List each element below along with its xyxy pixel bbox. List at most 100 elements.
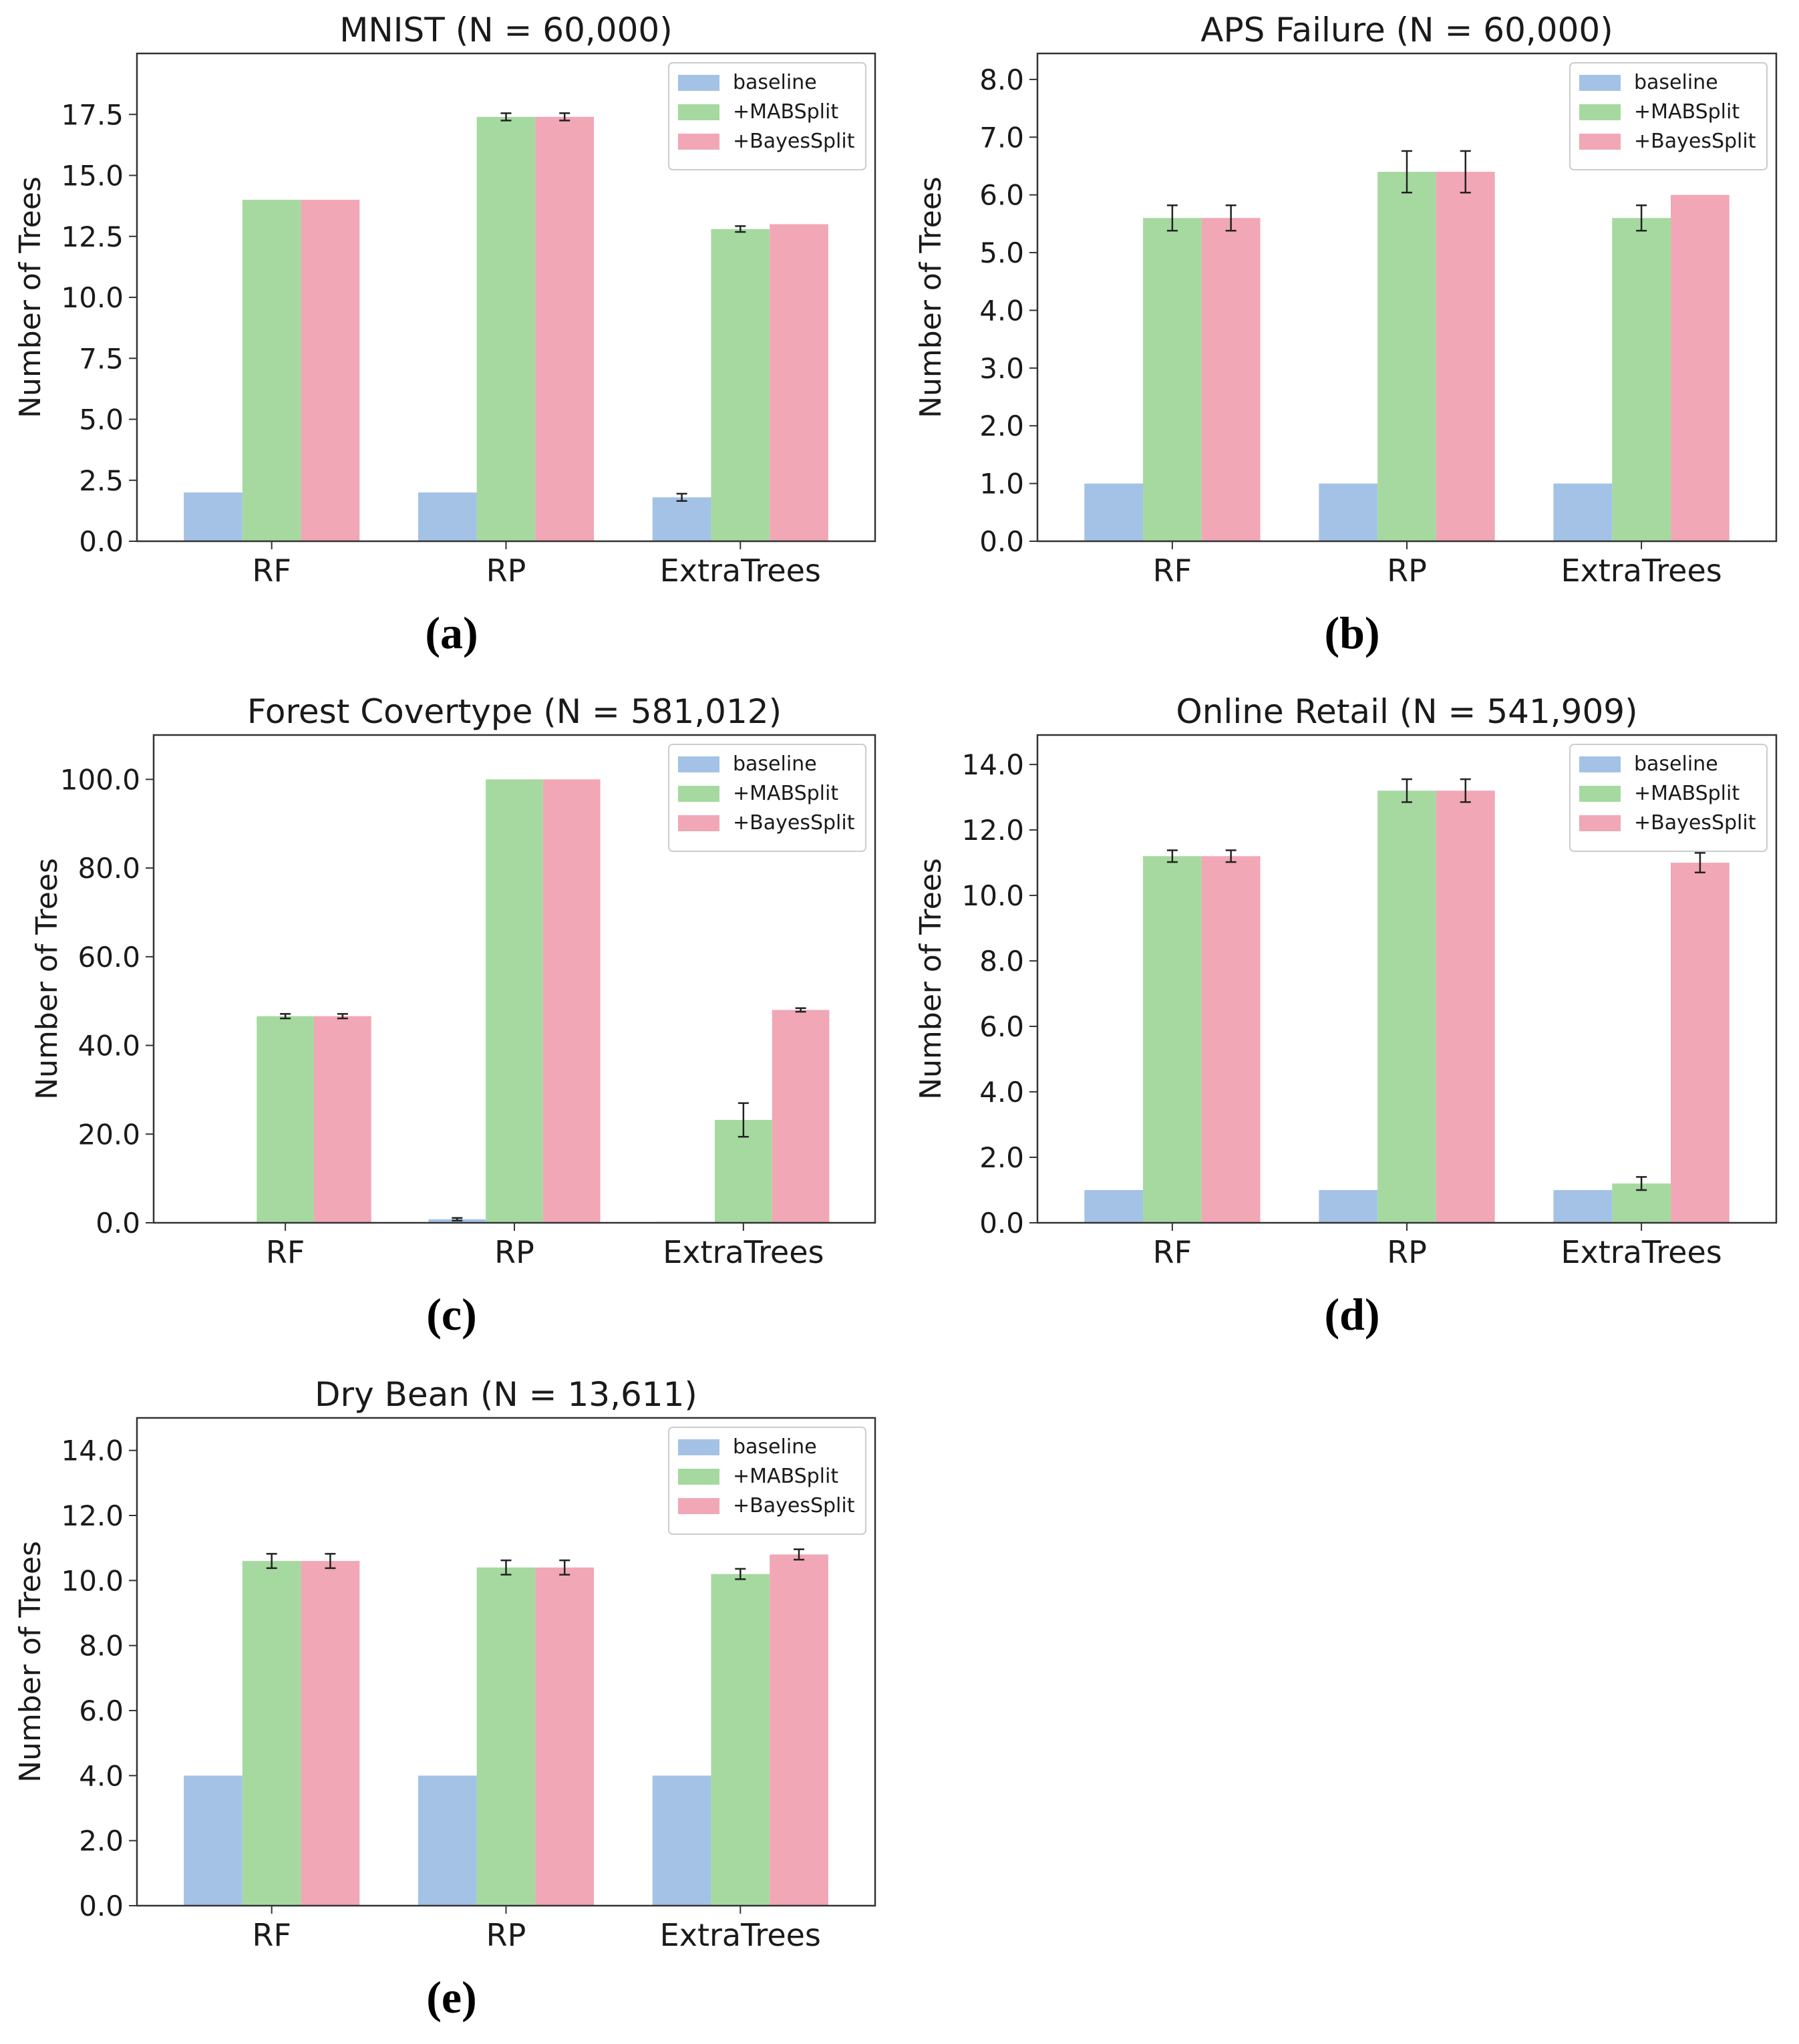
legend-label-bayessplit: +BayesSplit (733, 811, 855, 835)
panel-caption: (c) (426, 1289, 476, 1340)
legend-label-bayessplit: +BayesSplit (733, 1494, 855, 1517)
y-tick-label: 40.0 (77, 1030, 140, 1062)
y-tick-label: 0.0 (979, 1207, 1024, 1239)
panel-caption: (e) (426, 1972, 476, 2023)
y-axis-label: Number of Trees (13, 176, 47, 418)
y-axis-label: Number of Trees (13, 1541, 47, 1783)
bar-baseline-rf (1084, 483, 1143, 541)
legend-swatch-mabsplit (1579, 786, 1621, 802)
y-tick-label: 4.0 (79, 1759, 124, 1792)
panel-caption: (a) (425, 607, 478, 658)
y-tick-label: 20.0 (77, 1118, 140, 1151)
plot-frame (152, 734, 876, 1224)
bar-mabsplit-rf (257, 1016, 314, 1223)
y-tick-label: 1.0 (979, 468, 1024, 500)
bar-mabsplit-rp (1377, 172, 1436, 541)
x-tick-label: RF (266, 1234, 305, 1270)
bar-bayessplit-rp (542, 779, 601, 1223)
bar-baseline-extratrees (1553, 483, 1613, 541)
y-tick-label: 0.0 (979, 525, 1024, 558)
y-tick-label: 100.0 (60, 763, 140, 796)
x-tick-label: RP (1387, 553, 1427, 589)
bar-bayessplit-rf (1201, 856, 1261, 1223)
x-tick-label: RF (1153, 553, 1192, 589)
bar-baseline-rp (1319, 483, 1378, 541)
legend-swatch-mabsplit (1579, 104, 1621, 120)
x-tick-label: ExtraTrees (663, 1234, 824, 1270)
legend-label-bayessplit: +BayesSplit (1634, 811, 1756, 835)
legend: baseline +MABSplit +BayesSplit (1569, 62, 1768, 170)
y-tick-label: 10.0 (961, 879, 1024, 912)
plot-frame (1036, 52, 1778, 543)
y-tick-label: 3.0 (979, 352, 1024, 385)
bar-baseline-extratrees (1553, 1190, 1613, 1223)
bar-bayessplit-extratrees (1671, 194, 1730, 541)
chart-title: Dry Bean (N = 13,611) (315, 1375, 697, 1414)
bar-bayessplit-extratrees (1671, 863, 1730, 1223)
y-tick-label: 2.0 (979, 1141, 1024, 1174)
legend-swatch-baseline (678, 756, 719, 772)
y-tick-label: 14.0 (61, 1435, 124, 1467)
legend: baseline +MABSplit +BayesSplit (668, 62, 866, 170)
bar-mabsplit-extratrees (711, 1574, 770, 1906)
x-tick-label: RF (1153, 1234, 1192, 1270)
chart-title: MNIST (N = 60,000) (339, 11, 673, 49)
bar-mabsplit-rp (1377, 790, 1436, 1223)
legend-label-mabsplit: +MABSplit (733, 1465, 838, 1488)
chart-panel-d: Online Retail (N = 541,909) 0.0 2.0 4.0 6.0 8… (914, 692, 1778, 1340)
y-tick-label: 6.0 (979, 179, 1024, 212)
bar-baseline-rp (418, 492, 477, 541)
y-tick-label: 8.0 (79, 1630, 124, 1662)
y-tick-label: 60.0 (77, 941, 140, 974)
chart-panel-e: Dry Bean (N = 13,611) 0.0 2.0 4.0 6.0 8.0 10.0… (13, 1375, 876, 2023)
legend-swatch-mabsplit (678, 1469, 719, 1485)
legend-label-baseline: baseline (1634, 71, 1718, 94)
x-tick-label: RF (252, 1917, 291, 1953)
legend-label-mabsplit: +MABSplit (1634, 782, 1740, 805)
bar-mabsplit-extratrees (711, 229, 770, 541)
legend-swatch-bayessplit (1579, 815, 1621, 831)
legend-swatch-bayessplit (678, 815, 719, 831)
bar-bayessplit-rp (1436, 790, 1495, 1223)
y-tick-label: 2.5 (79, 464, 124, 497)
legend-label-baseline: baseline (733, 1435, 817, 1459)
bar-bayessplit-rf (301, 1561, 360, 1906)
y-tick-label: 17.5 (61, 98, 124, 131)
x-tick-label: ExtraTrees (1561, 1234, 1722, 1270)
x-tick-label: RF (252, 553, 291, 589)
chart-panel-b: APS Failure (N = 60,000) 0.0 1.0 2.0 3.0 4.0 5… (914, 11, 1778, 658)
plot-frame (136, 1417, 876, 1907)
y-tick-label: 7.5 (79, 342, 124, 375)
bar-baseline-rp (418, 1775, 477, 1906)
y-tick-label: 6.0 (79, 1695, 124, 1727)
legend-swatch-mabsplit (678, 104, 719, 120)
chart-panel-a: MNIST (N = 60,000) 0.0 2.5 5.0 7.5 10.0 12.5 15… (13, 11, 876, 658)
y-tick-label: 8.0 (979, 945, 1024, 978)
y-tick-label: 12.0 (61, 1499, 124, 1532)
x-tick-label: RP (486, 1917, 526, 1953)
y-tick-label: 12.5 (61, 221, 124, 253)
legend: baseline +MABSplit +BayesSplit (668, 1427, 866, 1535)
y-tick-label: 10.0 (61, 281, 124, 314)
y-tick-label: 2.0 (79, 1825, 124, 1858)
legend-swatch-bayessplit (678, 1498, 719, 1514)
bar-baseline-rp (1319, 1190, 1378, 1223)
legend-swatch-bayessplit (1579, 134, 1621, 150)
bar-baseline-rf (184, 492, 242, 541)
bar-mabsplit-rf (1143, 218, 1202, 541)
legend-label-baseline: baseline (733, 752, 817, 776)
bar-bayessplit-extratrees (772, 1010, 830, 1223)
panel-caption: (b) (1324, 607, 1379, 658)
y-tick-label: 0.0 (96, 1207, 140, 1239)
y-tick-label: 7.0 (979, 121, 1024, 154)
plot-frame (1036, 734, 1778, 1224)
legend: baseline +MABSplit +BayesSplit (1569, 744, 1768, 852)
x-tick-label: ExtraTrees (660, 553, 821, 589)
bar-bayessplit-rf (1201, 218, 1261, 541)
bar-bayessplit-rp (1436, 172, 1495, 541)
bar-baseline-rf (1084, 1190, 1143, 1223)
legend-label-baseline: baseline (1634, 752, 1718, 776)
y-tick-label: 0.0 (79, 1890, 124, 1922)
bar-baseline-rf (184, 1775, 242, 1906)
bar-baseline-extratrees (652, 1775, 711, 1906)
